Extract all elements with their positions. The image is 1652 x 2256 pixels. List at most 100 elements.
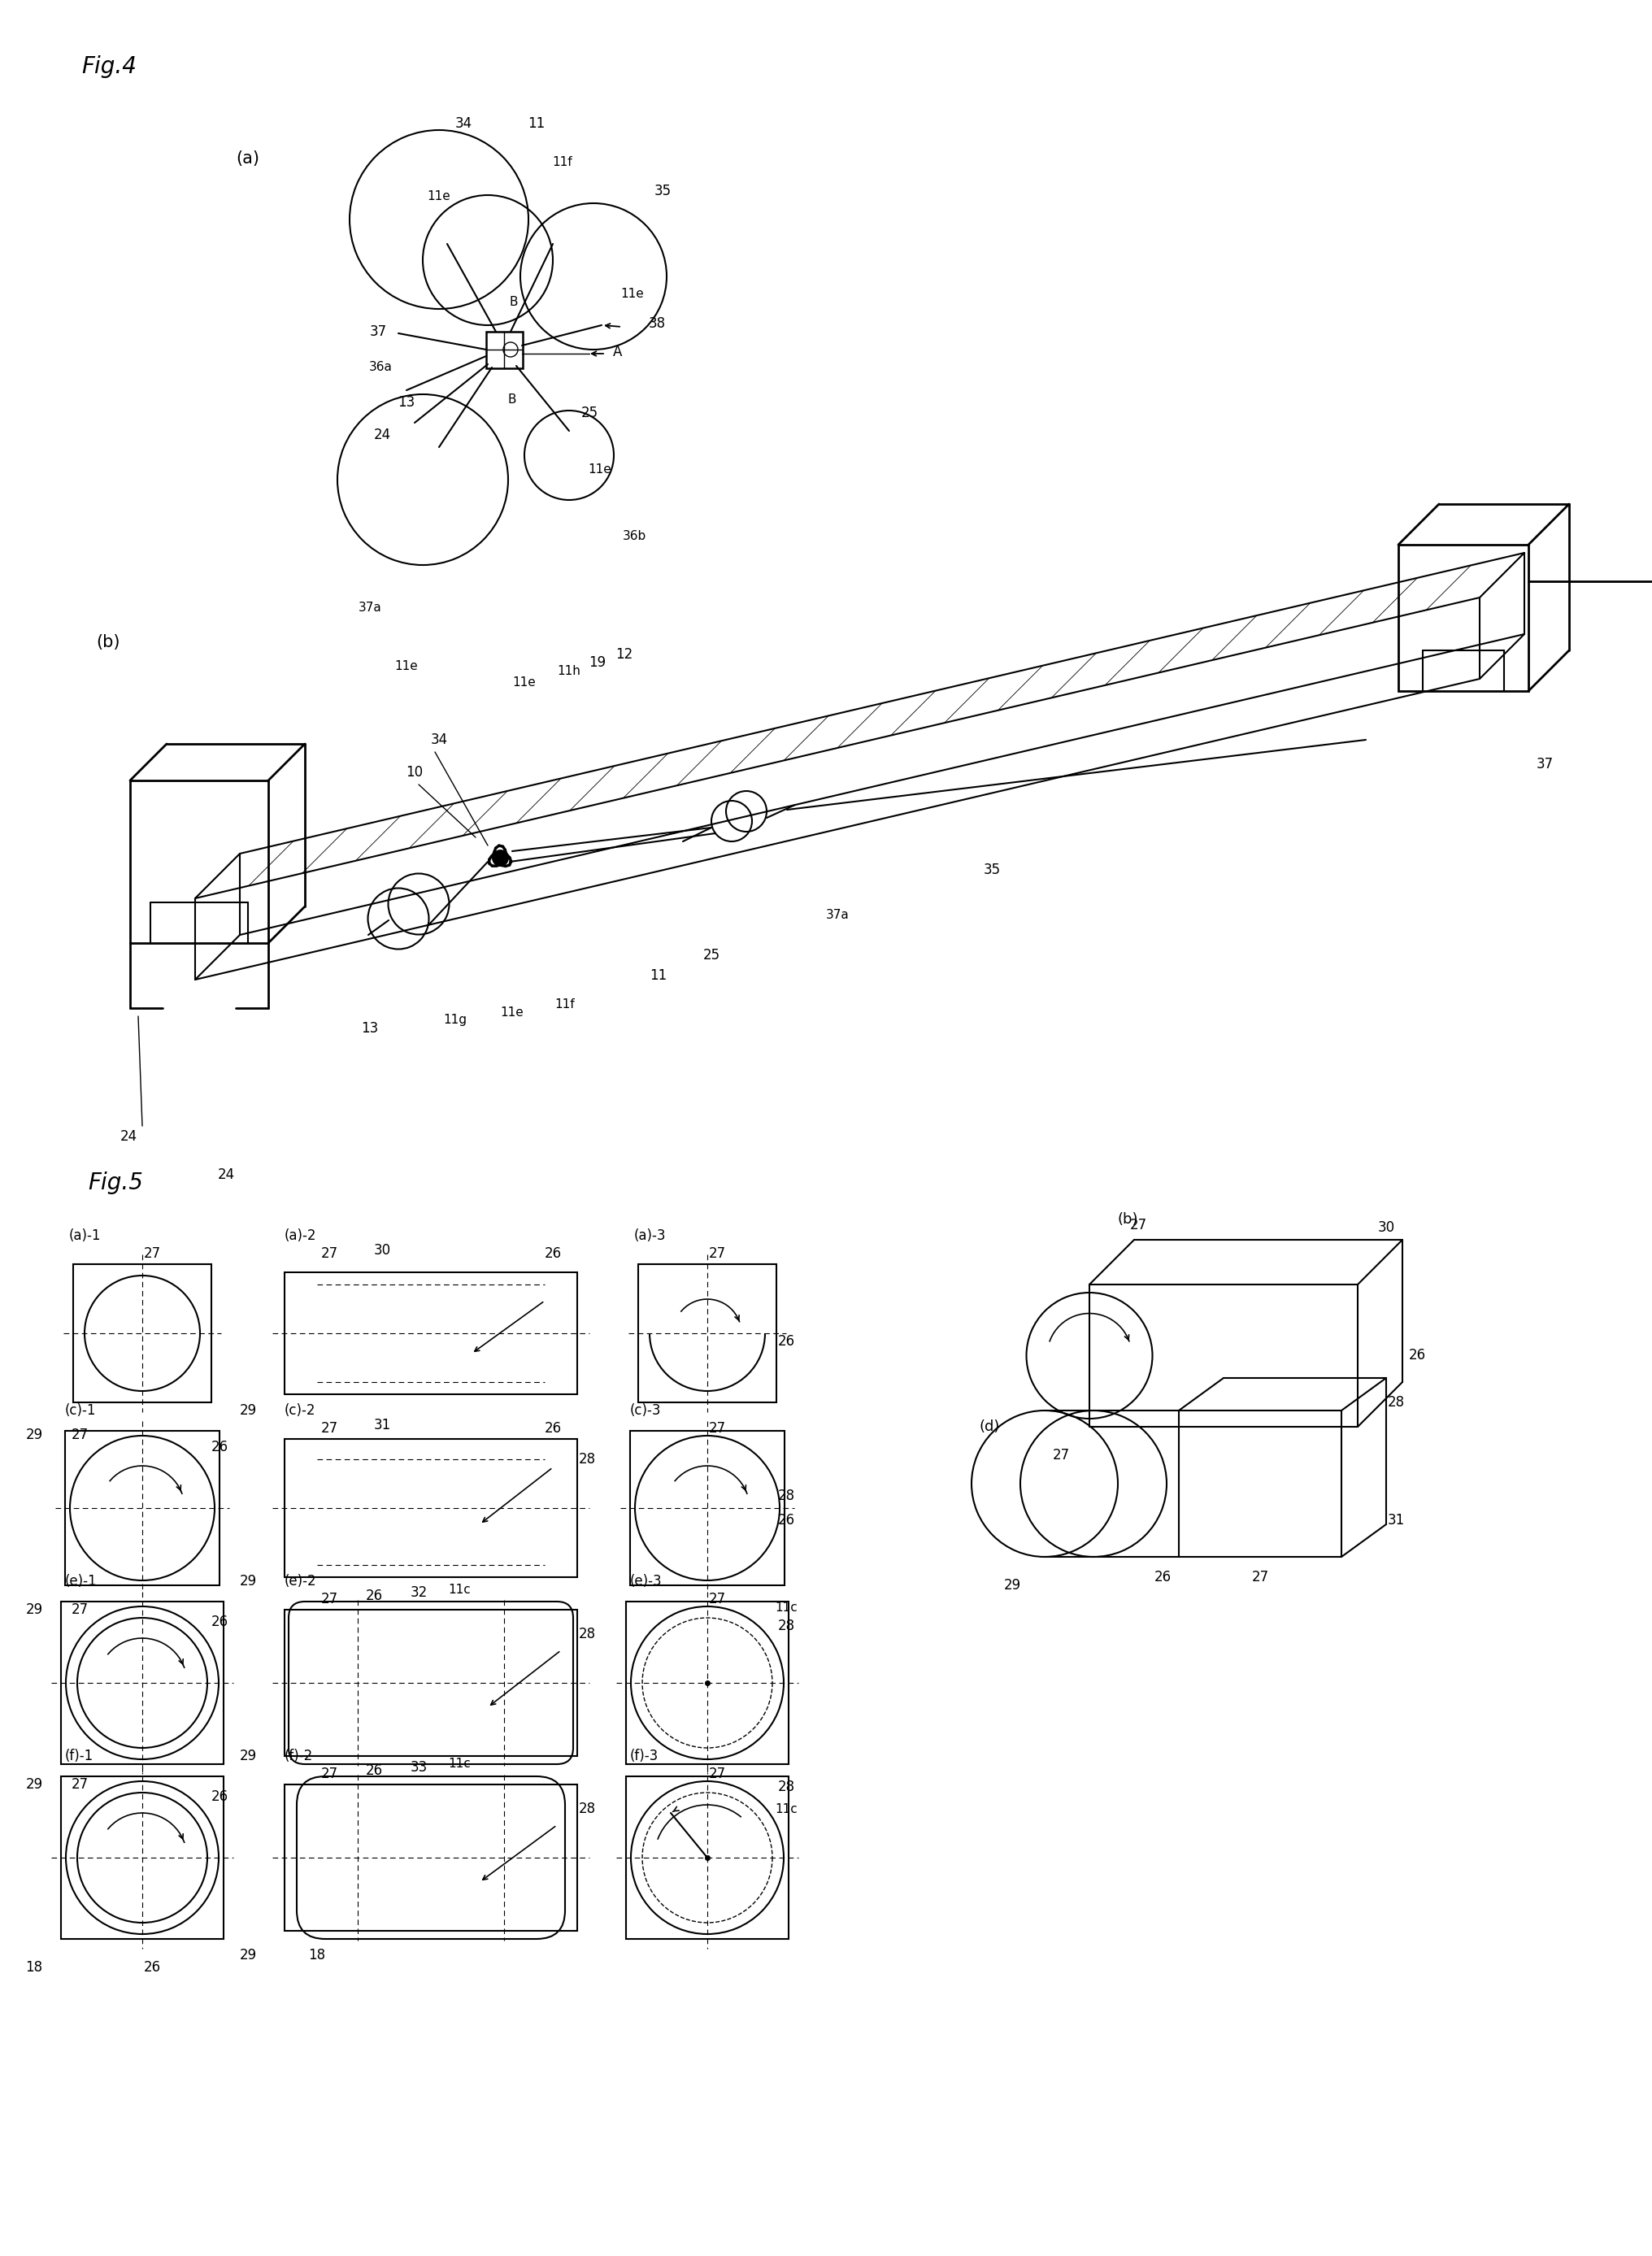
Text: 28: 28 [578,1627,596,1642]
Text: 33: 33 [410,1760,428,1775]
Text: (a): (a) [236,151,259,167]
Text: 11: 11 [529,117,545,131]
Text: 28: 28 [578,1803,596,1816]
Text: 11e: 11e [588,465,611,476]
Text: (a)-3: (a)-3 [634,1230,666,1243]
Text: 26: 26 [144,1960,160,1974]
Text: 29: 29 [25,1778,43,1791]
Text: 24: 24 [218,1166,235,1182]
Text: 27: 27 [1052,1448,1069,1462]
Text: 29: 29 [1003,1577,1021,1593]
Text: 18: 18 [25,1960,43,1974]
Bar [131,781,268,943]
Text: 11e: 11e [395,661,418,672]
Text: (e)-2: (e)-2 [284,1575,317,1588]
Text: 28: 28 [1388,1394,1404,1410]
Text: (a)-2: (a)-2 [284,1230,317,1243]
Text: 11f: 11f [555,997,575,1011]
Bar [638,1263,776,1403]
Text: 30: 30 [1378,1220,1394,1234]
Text: 11c: 11c [448,1584,471,1595]
Bar [61,1602,223,1764]
Text: 26: 26 [211,1789,228,1805]
Text: 27: 27 [320,1766,339,1782]
Text: 26: 26 [1155,1570,1171,1584]
Text: 26: 26 [778,1514,795,1527]
Text: 28: 28 [778,1618,795,1633]
Text: 31: 31 [373,1417,392,1433]
Text: 11c: 11c [448,1757,471,1771]
Text: 35: 35 [654,183,671,199]
Text: 11e: 11e [621,289,644,300]
Bar [64,1430,220,1586]
Text: 27: 27 [71,1428,88,1442]
Text: 29: 29 [240,1947,256,1963]
Text: 29: 29 [240,1748,256,1764]
Text: 37a: 37a [358,602,382,614]
Text: 12: 12 [616,647,633,661]
Text: (a)-1: (a)-1 [69,1230,101,1243]
Text: (e)-1: (e)-1 [64,1575,97,1588]
Text: 13: 13 [362,1022,378,1036]
Text: 32: 32 [410,1586,428,1600]
Text: 26: 26 [1409,1349,1426,1363]
Bar [626,1602,788,1764]
Text: 29: 29 [25,1428,43,1442]
Text: 24: 24 [373,429,390,442]
Text: 19: 19 [590,654,606,670]
Text: 11h: 11h [557,666,582,677]
Text: 11e: 11e [428,192,451,203]
Text: 27: 27 [709,1593,725,1606]
Bar [486,332,522,368]
Bar [284,1272,577,1394]
Bar [626,1775,788,1938]
Text: 30: 30 [373,1243,390,1257]
Text: (d): (d) [980,1419,999,1435]
Text: 26: 26 [211,1615,228,1629]
Text: 11: 11 [649,968,667,984]
Text: 27: 27 [71,1778,88,1791]
Text: B: B [507,395,517,406]
Text: 18: 18 [309,1947,325,1963]
Text: 26: 26 [544,1421,562,1435]
Text: 11e: 11e [512,677,535,688]
Text: 28: 28 [578,1453,596,1466]
Text: (f)-1: (f)-1 [64,1748,94,1764]
Text: 26: 26 [544,1245,562,1261]
Bar [284,1611,577,1755]
Text: 38: 38 [648,316,666,332]
Text: 27: 27 [1130,1218,1146,1232]
Text: 27: 27 [71,1602,88,1618]
Text: A: A [613,345,623,359]
Text: 36b: 36b [623,530,646,544]
Text: 11c: 11c [775,1803,798,1816]
Text: (c)-1: (c)-1 [64,1403,96,1417]
Text: (c)-2: (c)-2 [284,1403,316,1417]
Text: 37: 37 [370,325,387,338]
Text: Fig.5: Fig.5 [88,1171,144,1193]
Text: 11e: 11e [501,1006,524,1017]
Text: 29: 29 [25,1602,43,1618]
Text: 27: 27 [709,1766,725,1782]
Bar [61,1775,223,1938]
Text: 26: 26 [778,1333,795,1349]
Bar [284,1784,577,1931]
Text: (f)-3: (f)-3 [629,1748,659,1764]
Text: 25: 25 [702,948,720,963]
Text: 35: 35 [983,862,1001,878]
Text: 27: 27 [144,1245,160,1261]
Text: (e)-3: (e)-3 [629,1575,662,1588]
Text: 13: 13 [398,395,415,411]
Text: (b): (b) [96,634,121,650]
Text: 27: 27 [320,1593,339,1606]
Text: 11c: 11c [775,1602,798,1613]
Text: 28: 28 [778,1489,795,1502]
Text: 34: 34 [454,117,472,131]
Bar [73,1263,211,1403]
Text: (c)-3: (c)-3 [629,1403,661,1417]
Text: 34: 34 [431,733,448,747]
Bar [284,1439,577,1577]
Text: 31: 31 [1388,1514,1404,1527]
Text: 27: 27 [320,1245,339,1261]
Text: (f)-2: (f)-2 [284,1748,314,1764]
